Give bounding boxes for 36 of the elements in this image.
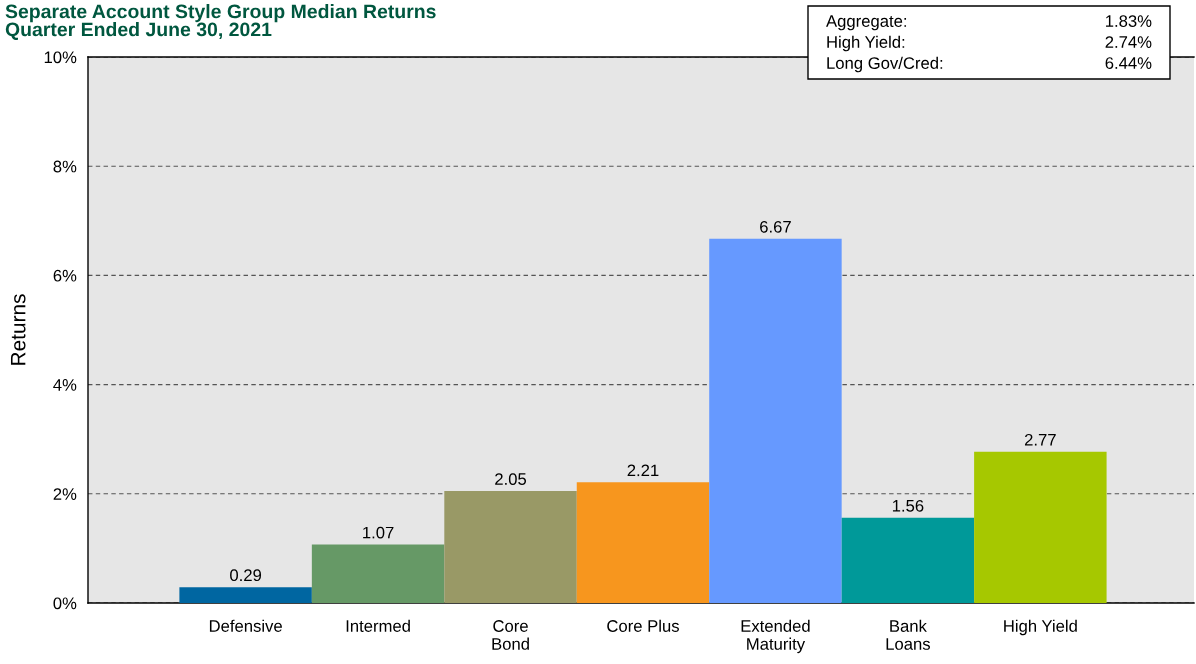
x-tick-label: Intermed xyxy=(346,619,410,632)
bar xyxy=(576,482,710,603)
data-label: 0.29 xyxy=(230,569,262,582)
bar xyxy=(311,544,445,603)
chart-title: Separate Account Style Group Median Returns xyxy=(5,4,436,23)
data-label: 2.05 xyxy=(495,473,527,485)
x-tick-label: Core Bond xyxy=(492,620,529,650)
annotation: 6.44% xyxy=(1105,57,1152,69)
x-tick-label: Bank Loans xyxy=(886,619,930,650)
bar xyxy=(179,587,312,603)
text: 2.74% xyxy=(1105,36,1152,48)
bar xyxy=(444,491,577,603)
y-axis-title: Returns xyxy=(10,294,26,365)
bar xyxy=(974,451,1107,603)
y-tick-label: 8% xyxy=(53,160,77,173)
x-tick-label: Extended Maturity xyxy=(741,619,810,654)
data-label: 2.21 xyxy=(627,464,659,477)
y-tick-label: 6% xyxy=(53,269,77,282)
data-label: 2.77 xyxy=(1024,433,1056,446)
text: Aggregate: xyxy=(826,15,907,31)
text: High Yield: xyxy=(827,35,905,52)
y-tick-label: 4% xyxy=(53,379,77,391)
chart-subtitle: Quarter Ended June 30, 2021 xyxy=(5,22,272,40)
text: 1.83% xyxy=(1106,15,1152,27)
data-label: 1.07 xyxy=(363,526,394,539)
bar xyxy=(709,238,842,603)
y-tick-label: 2% xyxy=(53,488,77,500)
x-tick-label: Core Plus xyxy=(607,619,679,632)
y-tick-label: 10% xyxy=(44,51,77,64)
bar xyxy=(841,517,975,603)
data-label: 1.56 xyxy=(892,499,924,512)
x-tick-label: High Yield xyxy=(1004,619,1077,636)
annotation: Long Gov/Cred: xyxy=(827,56,943,73)
x-tick-label: Defensive xyxy=(209,619,282,632)
y-tick-label: 0% xyxy=(53,597,77,610)
data-label: 6.67 xyxy=(760,220,791,233)
